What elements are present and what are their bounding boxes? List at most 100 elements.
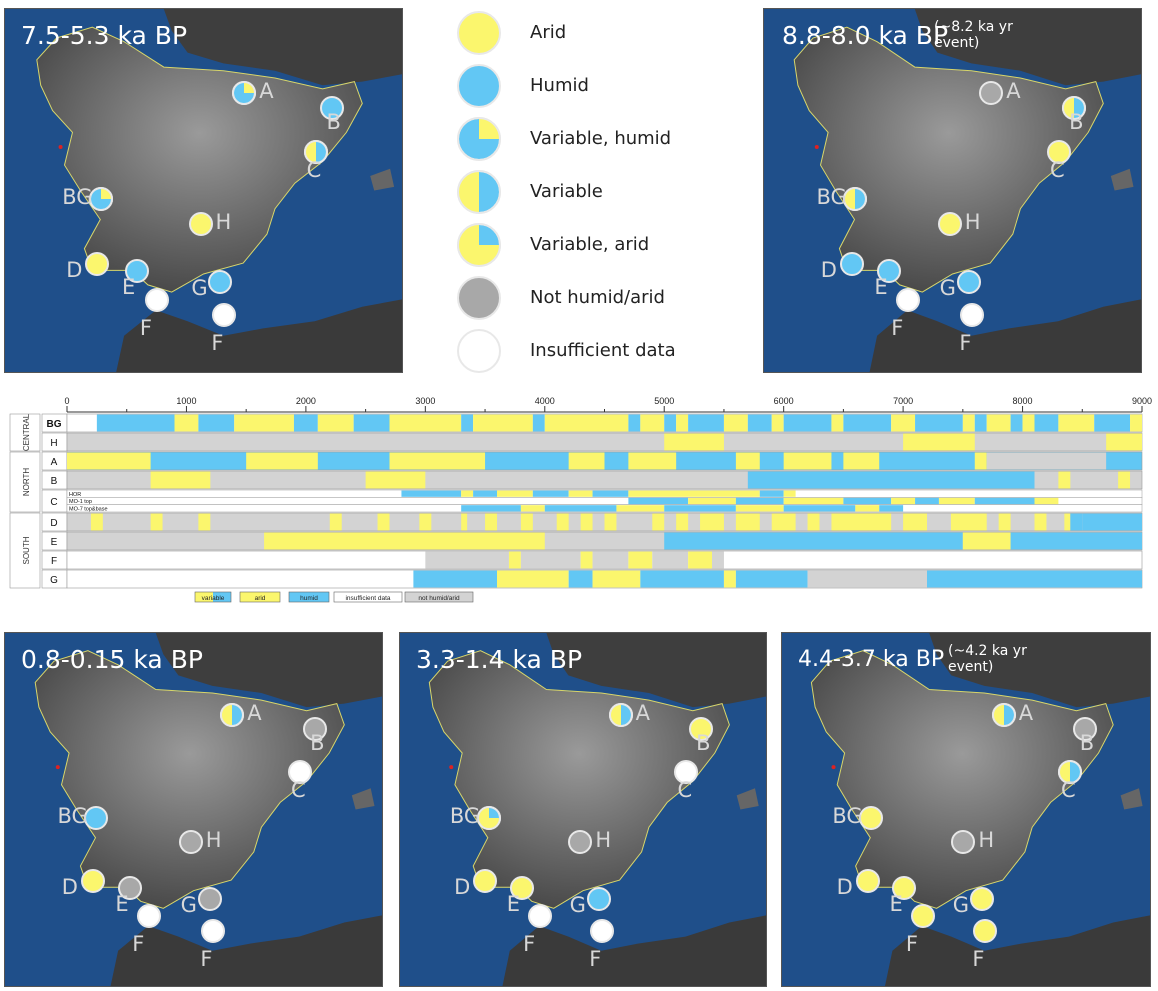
timeline-segment	[998, 513, 1011, 531]
timeline-segment	[234, 414, 294, 432]
site-marker-c	[1046, 139, 1072, 164]
site-marker-g	[207, 269, 233, 295]
row-label: D	[50, 518, 57, 529]
legend-label: Insufficient data	[530, 340, 676, 361]
site-label: E	[506, 892, 521, 917]
site-marker-e	[124, 258, 149, 284]
timeline-segment	[520, 505, 545, 512]
axis-tick-label: 0	[64, 396, 69, 406]
timeline-segment	[807, 570, 927, 588]
site-label: A	[1006, 79, 1021, 104]
timeline-segment	[473, 414, 533, 432]
timeline-segment	[497, 490, 533, 497]
timeline-segment	[96, 414, 175, 432]
site-marker-f1	[527, 903, 553, 929]
subrow-label: MO-1 top	[69, 499, 92, 505]
timeline-segment	[783, 490, 796, 497]
timeline-segment	[664, 532, 963, 550]
timeline-segment	[1064, 513, 1071, 531]
timeline-segment	[747, 414, 772, 432]
site-label: G	[569, 892, 586, 917]
timeline-legend-item: insufficient data	[333, 591, 403, 603]
site-label: B	[326, 110, 341, 134]
site-label: F	[200, 946, 213, 971]
timeline-segment	[329, 513, 342, 531]
site-label: A	[259, 79, 274, 104]
timeline-segment	[843, 497, 892, 505]
timeline-segment	[461, 414, 474, 432]
timeline-segment	[903, 433, 975, 451]
timeline-segment	[1010, 532, 1142, 550]
timeline-segment	[592, 490, 629, 497]
site-label: D	[66, 258, 83, 283]
not-humid-arid-pie-icon	[456, 275, 502, 326]
timeline-segment	[461, 505, 521, 512]
site-label: BG	[832, 803, 863, 828]
site-label: F	[959, 330, 972, 355]
axis-tick-label: 5000	[654, 396, 674, 406]
timeline-segment	[568, 490, 593, 497]
timeline-segment	[293, 414, 318, 432]
timeline-segment	[473, 490, 497, 497]
legend-label: Arid	[530, 22, 567, 43]
timeline-segment	[592, 570, 641, 588]
row-label: G	[50, 575, 58, 586]
timeline-legend-label: humid	[300, 595, 318, 602]
legend-item: Variable, arid	[452, 220, 752, 270]
timeline-segment	[950, 513, 987, 531]
timeline-segment	[1094, 414, 1131, 432]
site-label: H	[978, 828, 995, 853]
timeline-segment	[419, 513, 432, 531]
timeline-segment	[1118, 471, 1131, 489]
timeline-segment	[150, 513, 163, 531]
site-marker-c	[1057, 759, 1083, 784]
timeline-segment	[688, 497, 736, 505]
site-label: BG	[62, 184, 93, 209]
site-label: C	[1050, 157, 1065, 182]
site-label: A	[1018, 701, 1034, 726]
site-label: BG	[57, 803, 88, 828]
site-label: BG	[449, 803, 481, 828]
site-label: F	[132, 932, 145, 957]
timeline-segment	[855, 505, 880, 512]
timeline-segment	[389, 452, 486, 470]
site-label: G	[939, 276, 956, 301]
timeline-segment	[1034, 497, 1059, 505]
timeline-segment	[628, 490, 760, 497]
timeline-segment	[652, 513, 665, 531]
site-label: E	[122, 275, 136, 300]
site-label: H	[595, 828, 612, 853]
site-label: F	[891, 316, 904, 341]
row-label: B	[51, 476, 58, 487]
legend-label: Variable, humid	[530, 128, 672, 149]
timeline-segment	[1034, 513, 1047, 531]
site-label: D	[836, 875, 853, 900]
map-panel-3.3-1.4: 3.3-1.4 ka BP A B C BG H D E G F F	[399, 632, 767, 987]
timeline-segment	[891, 414, 916, 432]
timeline-segment	[520, 551, 581, 569]
timeline-segment	[986, 414, 1011, 432]
legend-item: Not humid/arid	[452, 273, 752, 323]
axis-tick-label: 2000	[296, 396, 316, 406]
site-marker-f1	[910, 903, 935, 929]
timeline-segment	[723, 570, 736, 588]
legend-item: Variable, humid	[452, 114, 752, 164]
site-marker-b	[302, 716, 328, 742]
legend-label: Variable, arid	[530, 234, 650, 255]
site-marker-bg	[842, 186, 868, 211]
timeline-segment	[986, 452, 1107, 470]
timeline-segment	[915, 497, 939, 505]
site-label: G	[952, 892, 969, 917]
timeline-segment	[771, 414, 784, 432]
timeline-segment	[723, 414, 748, 432]
site-marker-bg	[83, 805, 109, 830]
timeline-segment	[568, 570, 593, 588]
timeline-segment	[735, 452, 760, 470]
legend-item: Insufficient data	[452, 326, 752, 376]
timeline-segment	[461, 490, 474, 497]
timeline-segment	[592, 551, 629, 569]
group-box	[9, 512, 41, 589]
axis-tick-label: 4000	[535, 396, 555, 406]
site-marker-h	[178, 829, 203, 855]
timeline-segment	[317, 414, 354, 432]
